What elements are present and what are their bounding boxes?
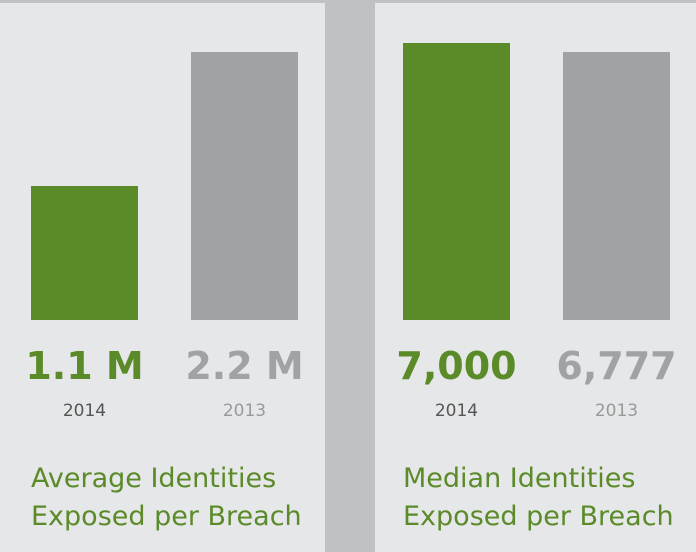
chart-title: Median Identities Exposed per Breach (403, 463, 674, 532)
value-label: 7,000 (396, 344, 517, 388)
bar (563, 51, 670, 320)
value-label: 1.1 M (25, 344, 144, 388)
value-label: 2.2 M (185, 344, 304, 388)
chart-panel: 7,000 2014 6,777 2013 Median Identities Expo… (375, 3, 696, 552)
chart-panel: 1.1 M 2014 2.2 M 2013 Average Identities Exp… (0, 3, 325, 552)
category-label: 2013 (594, 401, 639, 421)
bar (191, 52, 298, 320)
category-label: 2014 (62, 401, 107, 421)
bar (403, 43, 510, 320)
category-label: 2013 (222, 401, 267, 421)
value-label: 6,777 (556, 344, 677, 388)
chart-title: Average Identities Exposed per Breach (31, 463, 302, 532)
bar (31, 186, 138, 320)
category-label: 2014 (434, 401, 479, 421)
